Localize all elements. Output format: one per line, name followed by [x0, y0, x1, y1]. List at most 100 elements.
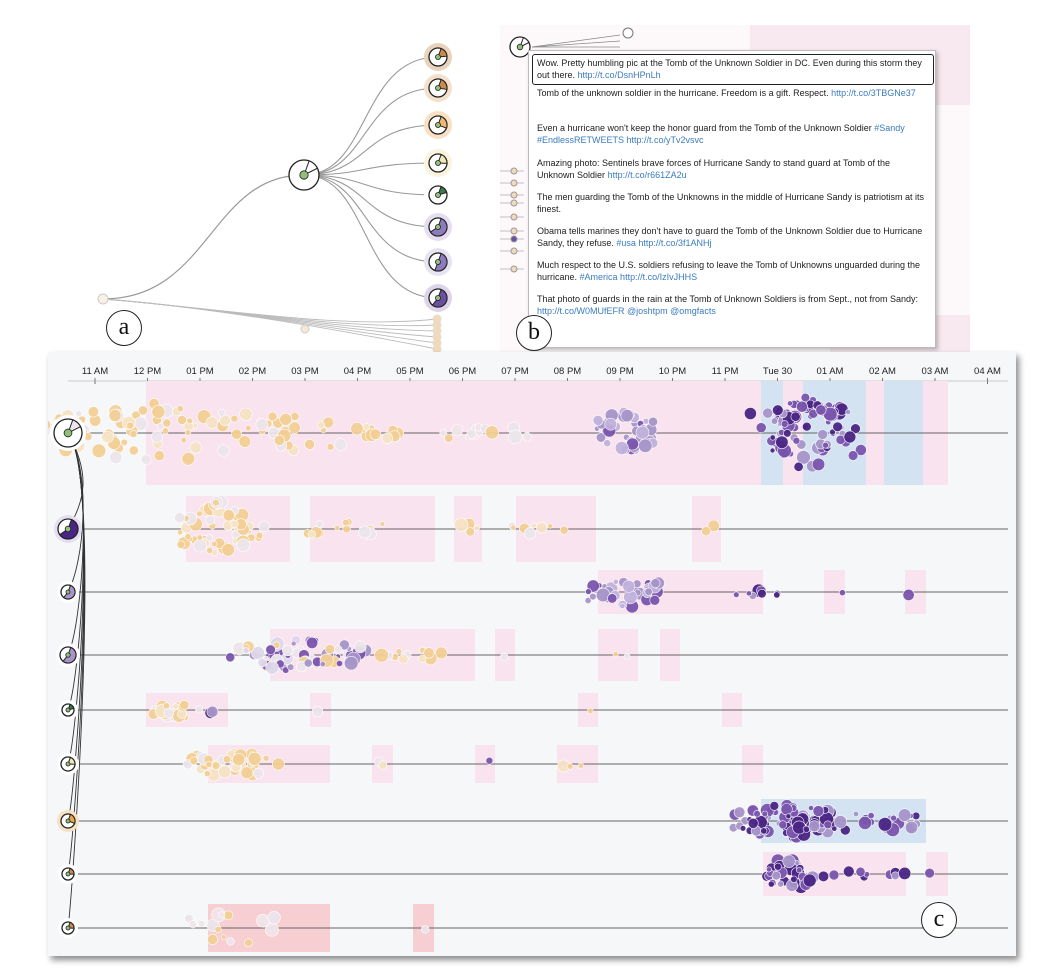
tweet-item[interactable]: That photo of guards in the rain at the …	[537, 294, 929, 317]
pie-glyph-center	[435, 224, 441, 230]
pie-glyph-center	[63, 428, 73, 438]
tweet-point	[451, 424, 464, 437]
tweet-point	[353, 640, 367, 654]
tweet-item[interactable]: Obama tells marines they don't have to g…	[537, 226, 929, 249]
mini-glyph	[510, 179, 518, 187]
tweet-point	[612, 578, 619, 585]
tweet-point	[744, 407, 757, 420]
tweet-point	[326, 443, 335, 451]
tweet-link[interactable]: #usa http://t.co/3f1ANHj	[616, 237, 712, 248]
mini-glyph	[510, 265, 518, 273]
tweet-point	[897, 808, 912, 822]
tweet-point	[845, 409, 851, 415]
tweet-point	[218, 765, 232, 779]
tweet-point	[307, 530, 316, 539]
time-tick-label: 05 PM	[396, 366, 424, 377]
tweet-point	[108, 409, 122, 422]
tweet-point	[767, 880, 775, 888]
tweet-point	[231, 428, 243, 440]
tweet-point	[247, 751, 262, 766]
tweet-point	[465, 527, 475, 537]
mini-glyph	[510, 227, 518, 235]
time-tick-label: 03 PM	[291, 366, 319, 377]
tree-node	[300, 324, 310, 334]
tweet-point	[500, 652, 509, 662]
tweet-point	[592, 415, 604, 426]
time-tick-label: Tue 30	[763, 366, 792, 377]
tweet-point	[378, 760, 388, 770]
tweet-point	[238, 435, 252, 448]
tweet-point	[796, 866, 803, 874]
pie-glyph-slice	[437, 47, 448, 58]
time-tick-label: 11 AM	[82, 366, 108, 377]
tweet-point	[890, 871, 900, 881]
tweet-point	[817, 429, 828, 440]
time-tick-label: 03 AM	[922, 366, 949, 377]
pie-glyph-icon	[60, 756, 76, 772]
tweet-point	[842, 865, 855, 878]
tweet-point	[369, 428, 382, 440]
tweet-point	[843, 430, 857, 444]
tweet-point	[577, 762, 585, 769]
tweet-point	[801, 421, 812, 432]
tweet-item-highlighted[interactable]: Wow. Pretty humbling pic at the Tomb of …	[532, 54, 934, 85]
tweet-point	[344, 656, 359, 671]
tweet-point	[334, 645, 343, 654]
tree-link	[303, 174, 439, 196]
tree-root-node	[97, 293, 109, 305]
time-tick-label: 02 PM	[239, 366, 267, 377]
tweet-point	[267, 910, 281, 925]
link-line	[531, 40, 621, 48]
tweet-item[interactable]: Even a hurricane won't keep the honor gu…	[537, 123, 929, 146]
tweet-point	[423, 647, 435, 659]
tweet-point	[177, 415, 187, 425]
tweet-link[interactable]: http://t.co/3TBGNe37	[831, 88, 916, 98]
pie-glyph-center	[65, 761, 71, 767]
tweet-point	[623, 653, 631, 660]
tweet-link[interactable]: http://t.co/r661ZA2u	[607, 169, 687, 180]
tweet-point	[772, 404, 784, 416]
tweet-point	[151, 404, 166, 419]
tweet-point	[163, 708, 174, 719]
tweet-point	[290, 640, 297, 647]
tweet-point	[587, 707, 594, 715]
tweet-point	[523, 527, 536, 540]
tweet-point	[205, 760, 213, 768]
tweet-point	[179, 699, 190, 710]
tweet-point	[205, 515, 216, 525]
tweet-point	[334, 438, 347, 451]
pie-glyph-center	[65, 871, 71, 877]
tweet-link[interactable]: http://t.co/W0MUfEFR @joshtpm @omgfacts	[537, 305, 716, 316]
tweet-point	[195, 705, 204, 714]
pie-glyph-icon	[509, 36, 531, 58]
tweet-link[interactable]: #Sandy #EndlessRETWEETS http://t.co/yTv2…	[537, 123, 905, 145]
tweet-point	[796, 450, 811, 465]
tweet-point	[258, 520, 270, 533]
tweet-point	[648, 416, 658, 427]
tweet-link[interactable]: #America http://t.co/IzIvJHHS	[579, 271, 698, 282]
tweet-item[interactable]: Much respect to the U.S. soldiers refusi…	[537, 260, 929, 283]
panel-c-label: c	[921, 902, 957, 938]
panel-a-label: a	[106, 310, 142, 346]
tweet-point	[780, 420, 789, 428]
panel-a-cluster-tree: a	[60, 35, 500, 355]
tweet-point	[783, 429, 792, 438]
tweet-point	[265, 644, 276, 655]
tweet-point	[398, 653, 409, 665]
tweet-item[interactable]: The men guarding the Tomb of the Unknown…	[537, 192, 929, 215]
tweet-point	[335, 659, 343, 667]
tweet-point	[262, 754, 270, 762]
tweet-point	[638, 438, 653, 453]
tweet-link[interactable]: http://t.co/DsnHPnLh	[577, 69, 661, 80]
tweet-point	[847, 450, 859, 461]
tweet-point	[635, 425, 650, 440]
tweet-point	[230, 414, 239, 423]
tweet-item[interactable]: Tomb of the unknown soldier in the hurri…	[537, 88, 929, 100]
tweet-point	[176, 404, 184, 413]
tweet-item[interactable]: Amazing photo: Sentinels brave forces of…	[537, 158, 929, 181]
tweet-text: Amazing photo: Sentinels brave forces of…	[537, 158, 891, 180]
hierarchy-arc	[67, 432, 84, 593]
tweet-point	[760, 827, 768, 835]
pie-glyph-center	[435, 54, 441, 60]
tweet-point	[236, 538, 251, 552]
